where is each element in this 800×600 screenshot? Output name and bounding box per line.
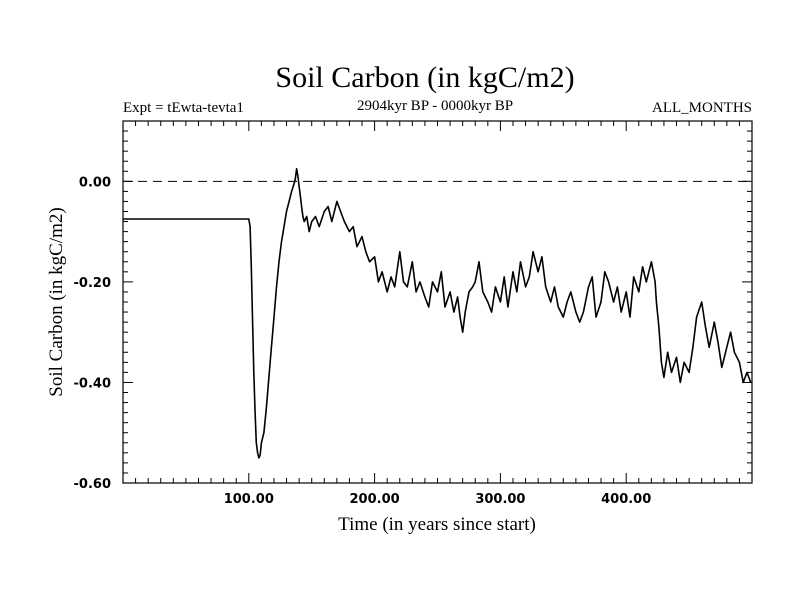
y-axis-label: Soil Carbon (in kgC/m2) bbox=[46, 207, 67, 396]
months-label: ALL_MONTHS bbox=[652, 100, 752, 116]
soil-carbon-series-line bbox=[123, 168, 752, 459]
experiment-label: Expt = tEwta-tevta1 bbox=[123, 100, 244, 116]
y-tick-label: -0.60 bbox=[74, 477, 111, 492]
y-axis-ticks: 0.00 -0.20 -0.40 -0.60 bbox=[74, 120, 752, 492]
y-tick-label: -0.40 bbox=[74, 376, 111, 391]
x-tick-label: 300.00 bbox=[475, 492, 525, 507]
x-axis-ticks: 100.00 200.00 300.00 400.00 bbox=[135, 121, 740, 507]
plot-frame bbox=[122, 120, 753, 484]
chart-subtitle: 2904kyr BP - 0000kyr BP bbox=[357, 98, 513, 114]
y-tick-label: -0.20 bbox=[74, 276, 111, 291]
x-tick-label: 200.00 bbox=[350, 492, 400, 507]
x-tick-label: 100.00 bbox=[224, 492, 274, 507]
chart-title: Soil Carbon (in kgC/m2) bbox=[275, 61, 574, 94]
x-tick-label: 400.00 bbox=[601, 492, 651, 507]
x-axis-label: Time (in years since start) bbox=[338, 514, 536, 535]
y-tick-label: 0.00 bbox=[79, 175, 111, 190]
